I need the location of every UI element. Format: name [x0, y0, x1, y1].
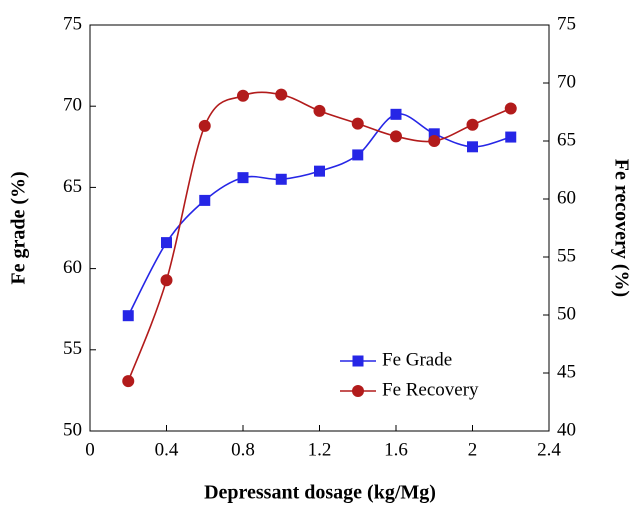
x-tick-label: 0.8	[231, 439, 255, 460]
point	[275, 88, 288, 101]
series-line	[127, 113, 511, 317]
point	[466, 118, 479, 131]
legend-marker	[352, 355, 364, 367]
y2-tick-label: 45	[557, 361, 576, 382]
y-tick-label: 75	[63, 13, 82, 34]
y-tick-label: 65	[63, 176, 82, 197]
point	[275, 173, 287, 185]
y2-axis-title: Fe recovery (%)	[610, 159, 632, 297]
y-tick-label: 60	[63, 257, 82, 278]
x-tick-label: 2.4	[537, 439, 561, 460]
plot-frame	[89, 24, 550, 432]
y-tick-label: 50	[63, 419, 82, 440]
y2-tick-label: 50	[557, 303, 576, 324]
y2-tick-label: 40	[557, 419, 576, 440]
point	[428, 135, 441, 147]
y2-tick-label: 70	[557, 71, 576, 92]
x-tick-label: 2	[468, 439, 478, 460]
legend-marker	[352, 385, 364, 397]
point	[390, 130, 402, 143]
point	[352, 149, 364, 161]
x-axis-title: Depressant dosage (kg/Mg)	[204, 482, 436, 504]
y2-tick-label: 55	[557, 245, 576, 266]
legend-label: Fe Grade	[382, 349, 452, 370]
point	[237, 172, 249, 184]
point	[122, 375, 135, 388]
y2-tick-label: 75	[557, 13, 576, 34]
point	[504, 102, 517, 115]
point	[122, 310, 134, 322]
y-tick-label: 55	[63, 338, 82, 359]
point	[160, 274, 173, 287]
series-line	[127, 91, 512, 382]
point	[161, 237, 172, 249]
point	[505, 131, 517, 143]
y2-tick-label: 65	[557, 129, 576, 150]
point	[390, 108, 402, 120]
y-axis-title: Fe grade (%)	[8, 171, 30, 284]
x-tick-label: 0.4	[155, 439, 179, 460]
point	[199, 194, 211, 206]
x-tick-label: 0	[85, 439, 95, 460]
y-tick-label: 70	[63, 95, 82, 116]
point	[314, 165, 325, 177]
point	[467, 141, 478, 153]
point	[428, 128, 440, 140]
x-tick-label: 1.6	[384, 439, 408, 460]
point	[198, 119, 211, 132]
point	[351, 117, 364, 130]
x-tick-label: 1.2	[308, 439, 332, 460]
y2-tick-label: 60	[557, 187, 576, 208]
legend-label: Fe Recovery	[382, 379, 479, 400]
point	[237, 89, 249, 102]
point	[313, 104, 326, 117]
